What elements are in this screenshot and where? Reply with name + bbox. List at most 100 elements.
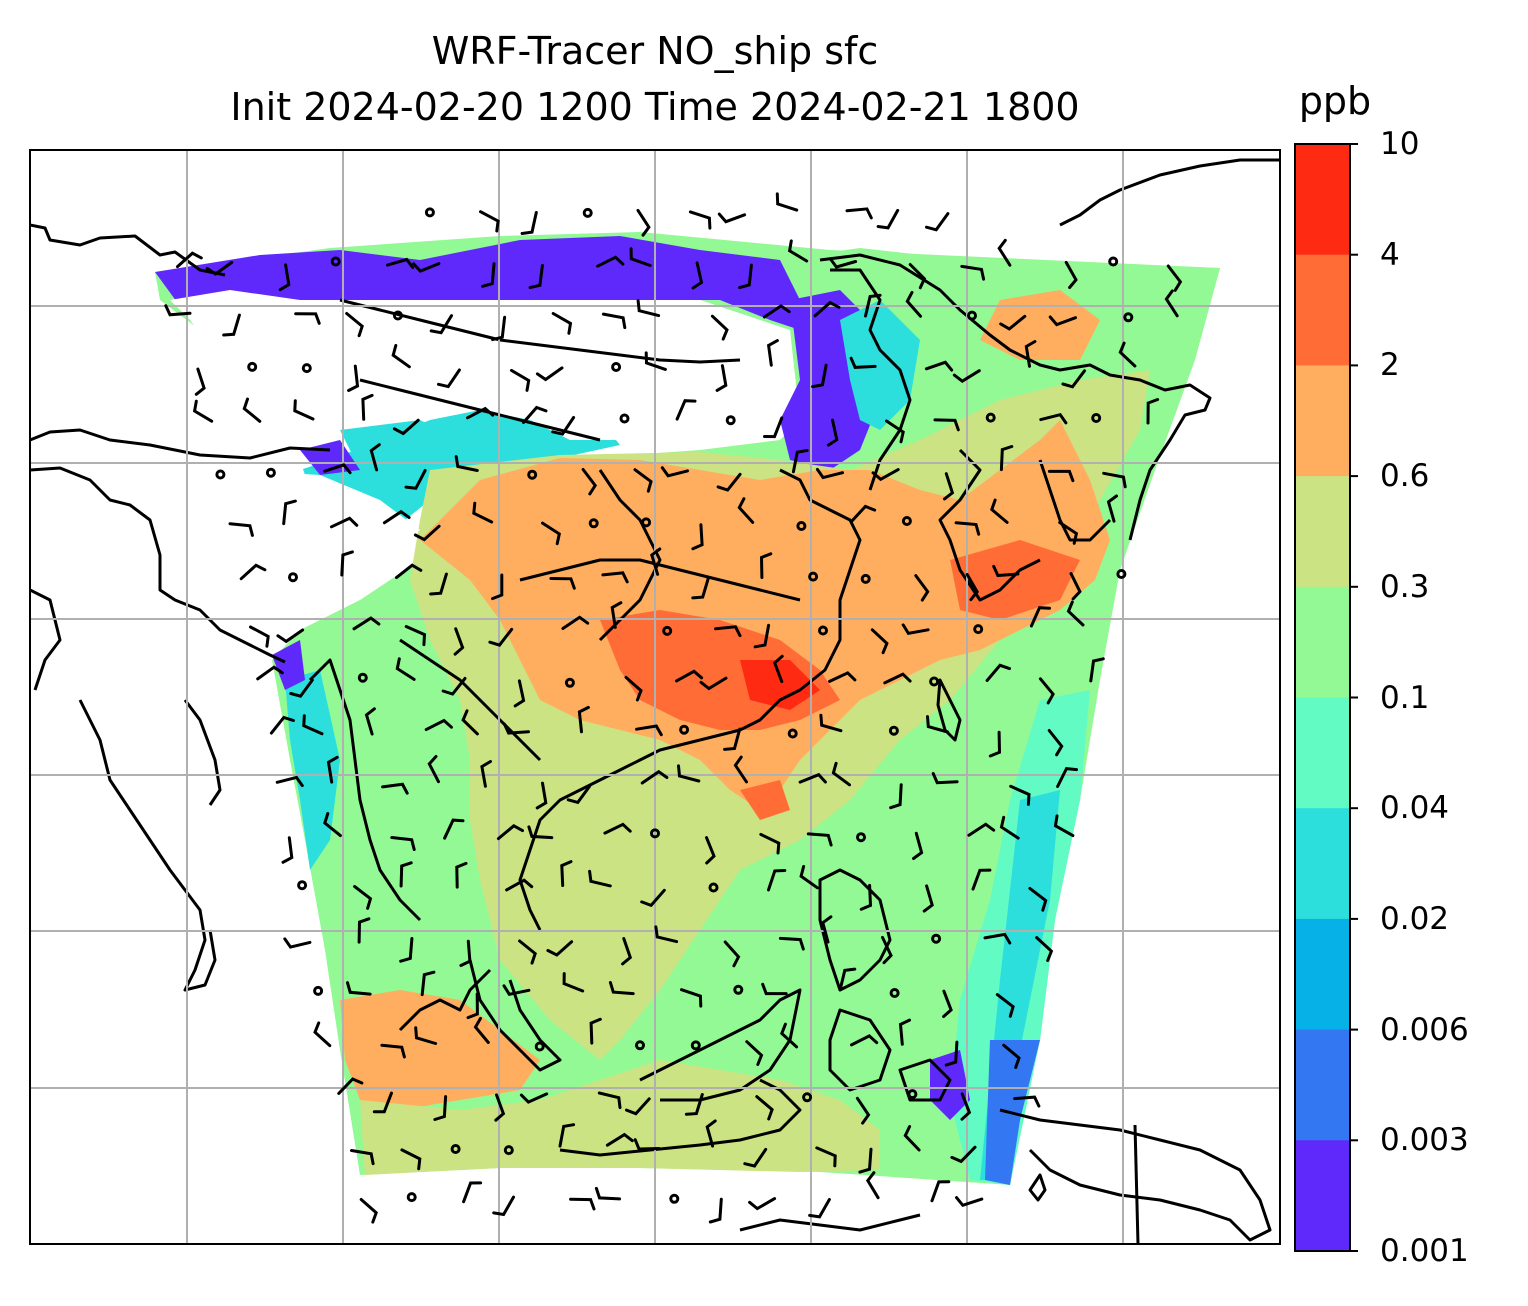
wind-barb: [930, 1180, 951, 1203]
colorbar-tick-label: 0.003: [1380, 1122, 1469, 1159]
wind-barb: [691, 523, 704, 551]
wind-barb: [633, 468, 653, 493]
wind-barb: [710, 314, 729, 341]
wind-barb: [799, 865, 819, 890]
wind-barb: [1164, 289, 1179, 318]
wind-barb: [519, 1092, 549, 1104]
wind-barb: [386, 257, 415, 269]
wind-barb: [691, 576, 710, 600]
wind-barb: [480, 760, 492, 788]
colorbar-bin: [1295, 808, 1350, 920]
wind-barb: [459, 939, 472, 967]
colorbar-tick-label: 0.02: [1380, 900, 1450, 937]
wind-barb: [275, 775, 304, 788]
wind-barb: [650, 547, 662, 576]
wind-barb: [1056, 767, 1078, 788]
wind-barb: [821, 915, 833, 944]
wind-barb: [864, 293, 882, 318]
calm-wind-marker: [967, 310, 977, 321]
wind-barb: [905, 290, 922, 318]
wind-barb: [346, 981, 372, 996]
wind-barb: [985, 663, 1011, 682]
wind-barb: [364, 707, 376, 736]
wind-barb: [960, 1092, 972, 1121]
wind-barb: [413, 524, 441, 542]
wind-barb: [926, 715, 950, 734]
wind-barb: [242, 397, 262, 423]
calm-wind-marker: [888, 725, 899, 736]
wind-barb: [901, 623, 930, 636]
calm-wind-marker: [901, 516, 912, 526]
wind-barb: [350, 1149, 375, 1166]
wind-barb: [680, 988, 703, 1008]
wind-barb: [763, 416, 784, 439]
wind-barb: [404, 625, 427, 647]
calm-wind-marker: [1116, 569, 1127, 579]
calm-wind-marker: [288, 572, 298, 583]
wind-barb: [461, 709, 479, 736]
wind-barb: [831, 761, 851, 787]
wind-barb: [505, 878, 534, 892]
map-panel: [30, 150, 1280, 1244]
wind-barb: [549, 577, 576, 590]
wind-barb: [636, 208, 651, 237]
calm-wind-marker: [534, 1041, 545, 1052]
wind-barb: [858, 1147, 873, 1174]
calm-wind-marker: [973, 624, 984, 635]
colorbar-bin: [1295, 254, 1350, 366]
wind-barb: [1118, 341, 1137, 368]
wind-barb: [222, 313, 241, 337]
wind-barb: [518, 939, 537, 965]
calm-wind-marker: [650, 828, 660, 839]
wind-barb: [733, 755, 748, 784]
calm-wind-marker: [527, 469, 538, 480]
calm-wind-marker: [635, 1040, 645, 1051]
wind-barb: [1106, 494, 1118, 523]
wind-barb: [535, 781, 548, 810]
calm-wind-marker: [265, 467, 276, 478]
wind-barb: [510, 368, 531, 392]
wind-barb: [1066, 600, 1085, 627]
wind-barb: [494, 1093, 506, 1122]
wind-barb: [1038, 677, 1055, 705]
wind-barb: [640, 888, 666, 908]
wind-barb: [806, 832, 833, 847]
wind-barb: [294, 312, 321, 325]
colorbar-tick-label: 0.1: [1380, 679, 1430, 716]
wind-barb: [922, 884, 934, 913]
colorbar-tick-label: 0.04: [1380, 790, 1450, 827]
wind-barb: [999, 445, 1014, 472]
wind-barb: [1058, 521, 1079, 545]
wind-barb: [535, 366, 564, 382]
calm-wind-marker: [690, 1040, 701, 1051]
colorbar-bin: [1295, 476, 1350, 588]
wind-barb: [205, 260, 234, 276]
wind-barb: [164, 304, 192, 317]
wind-barb: [605, 1132, 634, 1147]
colorbar-bin: [1295, 697, 1350, 809]
wind-barb: [357, 917, 371, 944]
wind-barb: [601, 312, 627, 330]
wind-barb: [359, 1198, 378, 1224]
calm-wind-marker: [588, 518, 599, 529]
wind-barb: [502, 984, 531, 996]
wind-barb: [390, 836, 416, 851]
wind-barb: [859, 883, 873, 911]
wind-barb: [828, 671, 857, 683]
wind-barb: [849, 356, 877, 369]
wind-barbs: [164, 192, 1183, 1224]
wind-barb: [903, 1125, 921, 1152]
wind-barb: [931, 772, 959, 785]
wind-barb: [473, 1016, 490, 1044]
wind-barb: [942, 989, 953, 1018]
wind-barb: [369, 443, 381, 472]
wind-barb: [1013, 1095, 1041, 1108]
colorbar-bin: [1295, 918, 1350, 1031]
wind-barb: [1146, 398, 1160, 425]
wind-barb: [745, 1040, 764, 1066]
wind-barb: [635, 724, 663, 737]
wind-barb: [453, 627, 465, 656]
wind-barb: [914, 574, 930, 602]
wind-barb: [952, 369, 981, 384]
